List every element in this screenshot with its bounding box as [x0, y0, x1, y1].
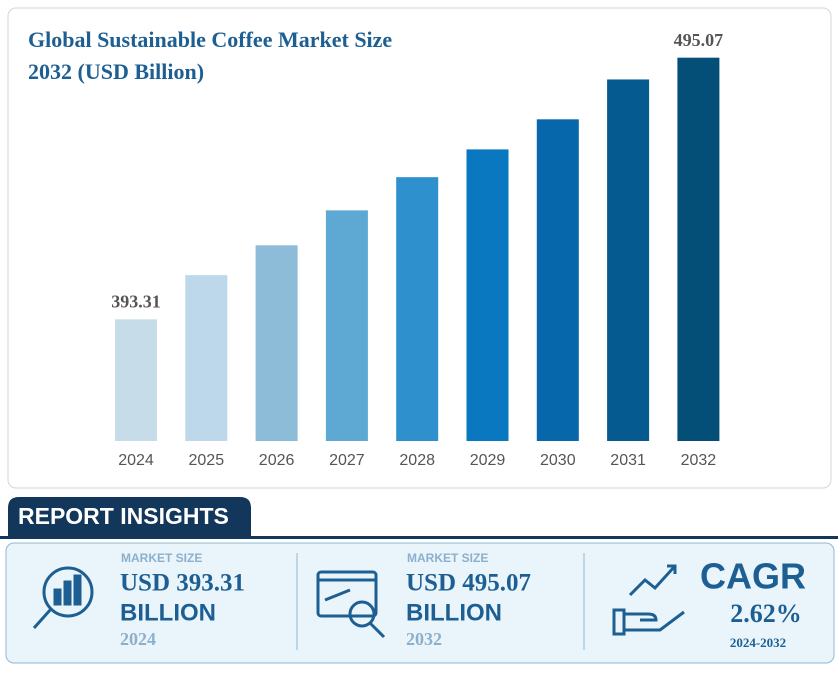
value-label: 393.31: [111, 291, 161, 311]
card-year: 2024: [120, 629, 156, 649]
x-tick-label: 2029: [470, 452, 506, 469]
x-tick-label: 2027: [329, 452, 365, 469]
chart-title: Global Sustainable Coffee Market Size: [28, 27, 392, 52]
bar: [536, 119, 579, 442]
card-value: USD 393.31: [120, 570, 245, 597]
bar: [115, 319, 157, 441]
insights-box: [5, 542, 835, 664]
bar: [185, 275, 228, 441]
bar: [255, 245, 298, 441]
bar: [677, 57, 720, 441]
cagr-years: 2024-2032: [730, 635, 786, 650]
icon-dashboard: [316, 570, 386, 639]
bar: [325, 210, 368, 441]
tab-rule: [0, 536, 838, 539]
cagr-value: 2.62%: [730, 599, 802, 628]
card-year: 2032: [406, 629, 442, 649]
x-tick-label: 2026: [259, 452, 295, 469]
x-tick-label: 2024: [118, 452, 154, 469]
x-tick-label: 2028: [399, 452, 435, 469]
card-label: MARKET SIZE: [121, 551, 202, 565]
card-unit: BILLION: [120, 599, 216, 626]
x-tick-label: 2025: [189, 452, 225, 469]
cagr-label: CAGR: [700, 556, 806, 597]
card-value: USD 495.07: [406, 570, 531, 597]
value-label: 495.07: [674, 30, 724, 50]
insights-tab: [8, 497, 251, 538]
icon-growth: [612, 564, 685, 636]
icon-magnifier: [32, 566, 94, 630]
chart-subtitle: 2032 (USD Billion): [28, 59, 204, 84]
bar: [396, 177, 439, 441]
x-tick-label: 2030: [540, 452, 576, 469]
card-label: MARKET SIZE: [407, 551, 488, 565]
card-unit: BILLION: [406, 599, 502, 626]
x-tick-label: 2031: [610, 452, 646, 469]
insights-heading: REPORT INSIGHTS: [18, 503, 229, 529]
bar: [466, 149, 509, 441]
bar: [607, 79, 650, 441]
x-tick-label: 2032: [681, 452, 717, 469]
